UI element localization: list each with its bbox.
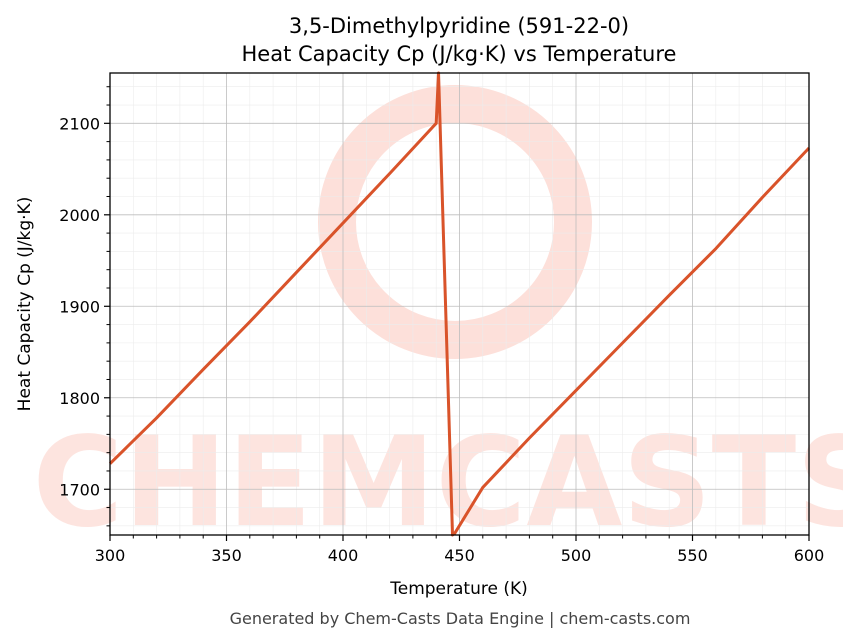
y-axis-label: Heat Capacity Cp (J/kg·K) <box>15 197 35 412</box>
x-tick-label: 600 <box>794 546 825 565</box>
axis-ticks: 300 350 400 450 500 550 600 1700 1800 1900 2000 210… <box>59 86 825 565</box>
y-tick-label: 1700 <box>59 480 100 499</box>
x-tick-label: 300 <box>95 546 126 565</box>
x-tick-label: 400 <box>328 546 359 565</box>
x-tick-label: 450 <box>444 546 475 565</box>
chart-title: 3,5-Dimethylpyridine (591-22-0) <box>289 14 629 38</box>
y-tick-label: 2000 <box>59 206 100 225</box>
x-tick-label: 550 <box>677 546 708 565</box>
watermark-ring <box>318 85 592 359</box>
x-axis-label: Temperature (K) <box>389 579 528 599</box>
x-tick-label: 500 <box>561 546 592 565</box>
grid <box>109 73 810 535</box>
watermark-text: CHEMCASTS <box>32 411 843 555</box>
footer-credit: Generated by Chem-Casts Data Engine | ch… <box>230 609 691 628</box>
y-tick-label: 1900 <box>59 297 100 316</box>
y-tick-label: 1800 <box>59 389 100 408</box>
x-tick-label: 350 <box>211 546 242 565</box>
y-tick-label: 2100 <box>59 114 100 133</box>
watermark-logo: CHEMCASTS <box>32 85 843 555</box>
chart-subtitle: Heat Capacity Cp (J/kg·K) vs Temperature <box>242 42 677 66</box>
